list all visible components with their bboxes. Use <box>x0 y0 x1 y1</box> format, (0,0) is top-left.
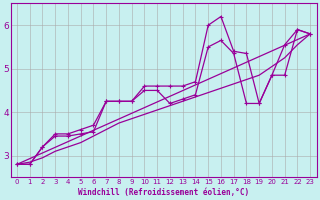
X-axis label: Windchill (Refroidissement éolien,°C): Windchill (Refroidissement éolien,°C) <box>78 188 249 197</box>
